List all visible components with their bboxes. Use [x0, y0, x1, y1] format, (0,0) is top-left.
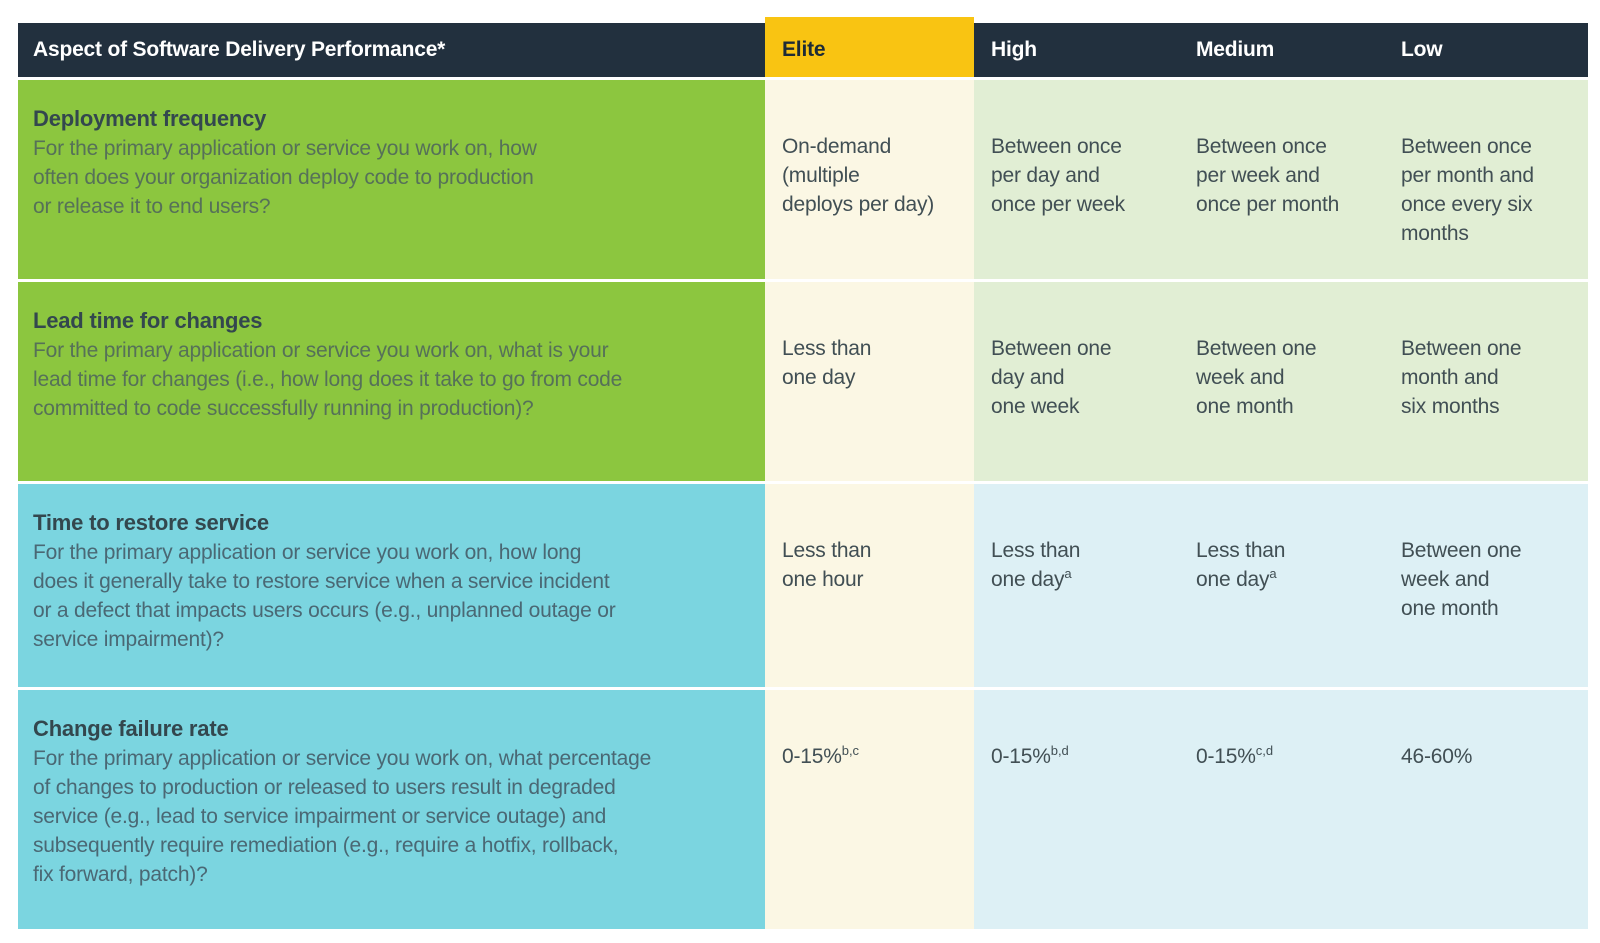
- aspect-cell: Lead time for changes For the primary ap…: [18, 282, 765, 481]
- footnote-marker: a: [1269, 566, 1277, 581]
- footnote-marker: c,d: [1255, 743, 1274, 758]
- metric-title: Lead time for changes: [33, 308, 263, 333]
- value-cell-low: Between one week and one month: [1384, 484, 1588, 687]
- table-row-lead-time-for-changes: Lead time for changes For the primary ap…: [18, 282, 1588, 481]
- column-header-aspect: Aspect of Software Delivery Performance*: [18, 23, 765, 77]
- value-cell-high: 0-15%b,d: [974, 690, 1179, 929]
- value-text: Less than one day: [1196, 539, 1286, 591]
- column-header-low: Low: [1384, 23, 1588, 77]
- value-text: Between once per month and once every si…: [1401, 135, 1534, 245]
- value-text: 0-15%: [1196, 745, 1256, 768]
- value-cell-medium: Less than one daya: [1179, 484, 1384, 687]
- metric-title: Change failure rate: [33, 716, 229, 741]
- value-cell-elite: Less than one hour: [765, 484, 974, 687]
- value-text: Between one day and one week: [991, 337, 1112, 418]
- metric-title: Deployment frequency: [33, 106, 267, 131]
- value-text: Less than one day: [782, 337, 872, 389]
- column-header-medium: Medium: [1179, 23, 1384, 77]
- metric-description: For the primary application or service y…: [33, 541, 616, 651]
- footnote-marker: a: [1064, 566, 1072, 581]
- column-header-high: High: [974, 23, 1179, 77]
- value-cell-elite: Less than one day: [765, 282, 974, 481]
- value-cell-high: Between once per day and once per week: [974, 80, 1179, 279]
- value-cell-medium: Between once per week and once per month: [1179, 80, 1384, 279]
- value-cell-elite: 0-15%b,c: [765, 690, 974, 929]
- value-cell-low: Between once per month and once every si…: [1384, 80, 1588, 279]
- value-text: 0-15%: [991, 745, 1051, 768]
- metric-title: Time to restore service: [33, 510, 269, 535]
- table-row-time-to-restore-service: Time to restore service For the primary …: [18, 484, 1588, 687]
- value-text: Between one week and one month: [1196, 337, 1317, 418]
- value-text: Between one month and six months: [1401, 337, 1522, 418]
- table-header-row: Aspect of Software Delivery Performance*…: [18, 17, 1588, 77]
- value-text: 46-60%: [1401, 745, 1473, 768]
- metric-description: For the primary application or service y…: [33, 339, 623, 420]
- metric-description: For the primary application or service y…: [33, 747, 652, 886]
- value-text: Between once per week and once per month: [1196, 135, 1340, 216]
- value-cell-high: Between one day and one week: [974, 282, 1179, 481]
- aspect-cell: Change failure rate For the primary appl…: [18, 690, 765, 929]
- value-cell-medium: Between one week and one month: [1179, 282, 1384, 481]
- aspect-cell: Deployment frequency For the primary app…: [18, 80, 765, 279]
- footnote-marker: b,d: [1050, 743, 1069, 758]
- software-delivery-performance-table: Aspect of Software Delivery Performance*…: [18, 17, 1588, 929]
- value-cell-low: Between one month and six months: [1384, 282, 1588, 481]
- aspect-cell: Time to restore service For the primary …: [18, 484, 765, 687]
- value-text: 0-15%: [782, 745, 842, 768]
- value-text: On-demand (multiple deploys per day): [782, 135, 935, 216]
- table-row-change-failure-rate: Change failure rate For the primary appl…: [18, 690, 1588, 929]
- value-text: Between once per day and once per week: [991, 135, 1125, 216]
- value-cell-medium: 0-15%c,d: [1179, 690, 1384, 929]
- table-row-deployment-frequency: Deployment frequency For the primary app…: [18, 80, 1588, 279]
- metric-description: For the primary application or service y…: [33, 137, 537, 218]
- footnote-marker: b,c: [841, 743, 860, 758]
- value-text: Less than one hour: [782, 539, 872, 591]
- value-text: Between one week and one month: [1401, 539, 1522, 620]
- value-text: Less than one day: [991, 539, 1081, 591]
- value-cell-low: 46-60%: [1384, 690, 1588, 929]
- value-cell-high: Less than one daya: [974, 484, 1179, 687]
- column-header-elite: Elite: [765, 17, 974, 77]
- value-cell-elite: On-demand (multiple deploys per day): [765, 80, 974, 279]
